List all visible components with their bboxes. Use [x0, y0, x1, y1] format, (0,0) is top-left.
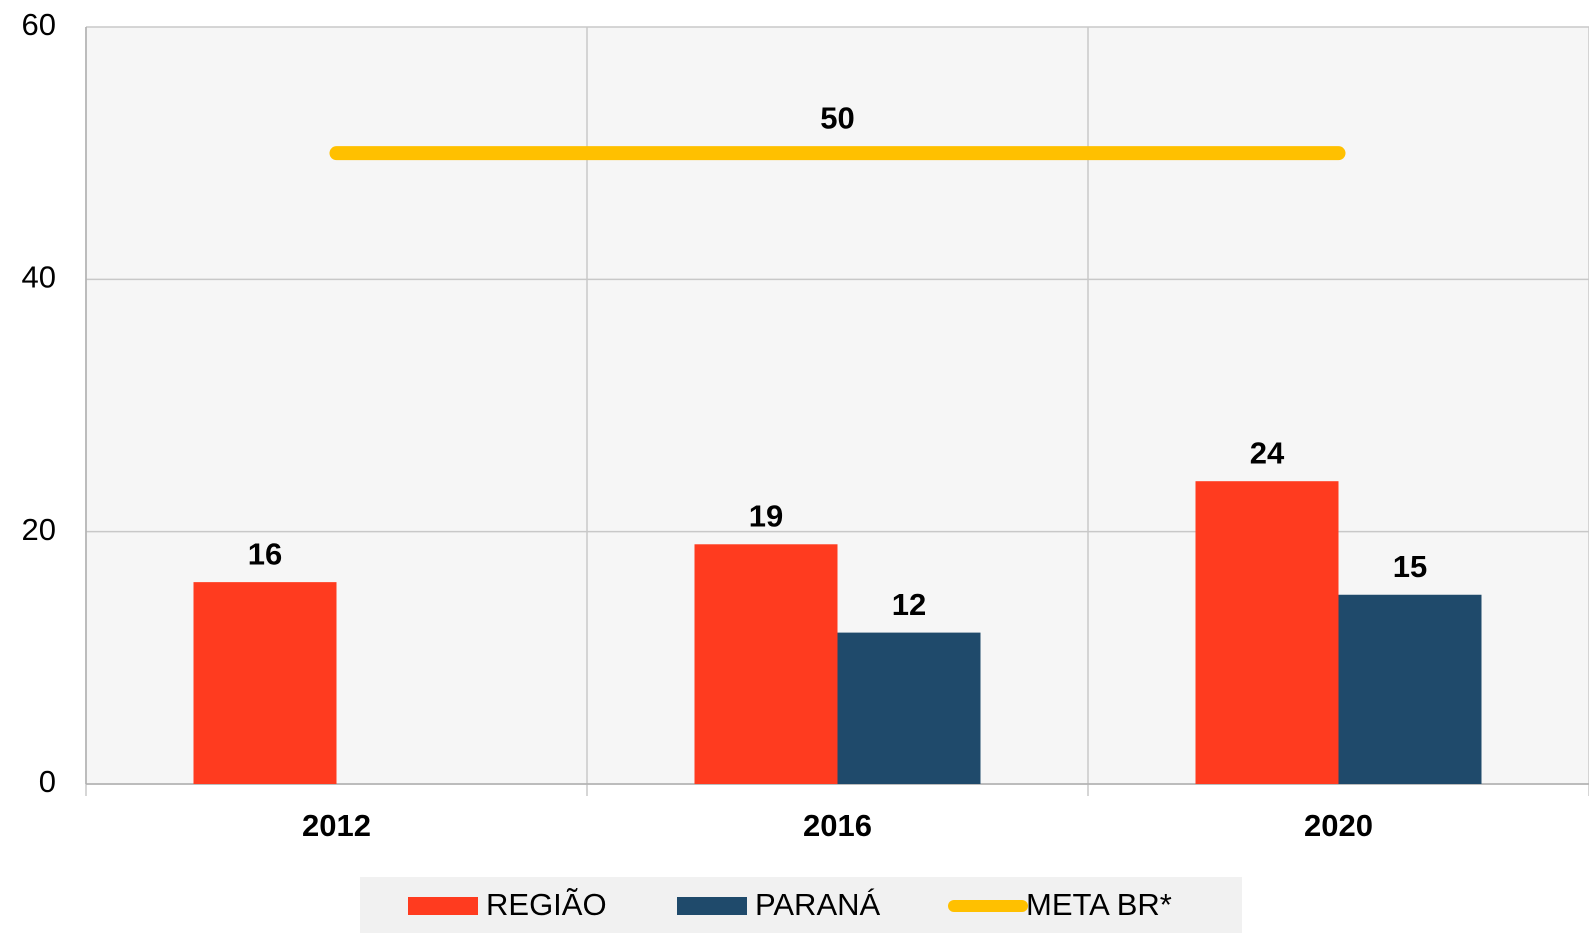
bar: [1338, 594, 1482, 784]
legend-swatch: [408, 897, 478, 915]
data-label: 15: [1393, 549, 1427, 584]
legend-box: [360, 877, 1242, 933]
legend-label: PARANÁ: [755, 887, 881, 922]
bar: [694, 544, 838, 784]
bar: [1195, 481, 1339, 784]
data-label: 12: [892, 587, 926, 622]
x-tick-label: 2020: [1304, 808, 1373, 843]
data-label: 24: [1250, 435, 1285, 470]
y-tick-label: 60: [22, 7, 56, 42]
x-tick-label: 2016: [803, 808, 872, 843]
legend-swatch: [677, 897, 747, 915]
y-tick-label: 0: [39, 764, 56, 799]
data-label: 50: [820, 100, 854, 135]
legend-label: REGIÃO: [486, 887, 607, 922]
bar: [193, 582, 337, 784]
data-label: 16: [248, 536, 282, 571]
y-tick-label: 40: [22, 260, 56, 295]
x-tick-label: 2012: [302, 808, 371, 843]
y-tick-label: 20: [22, 512, 56, 547]
legend-label: META BR*: [1026, 887, 1172, 922]
bar: [837, 632, 981, 784]
data-label: 19: [749, 498, 783, 533]
